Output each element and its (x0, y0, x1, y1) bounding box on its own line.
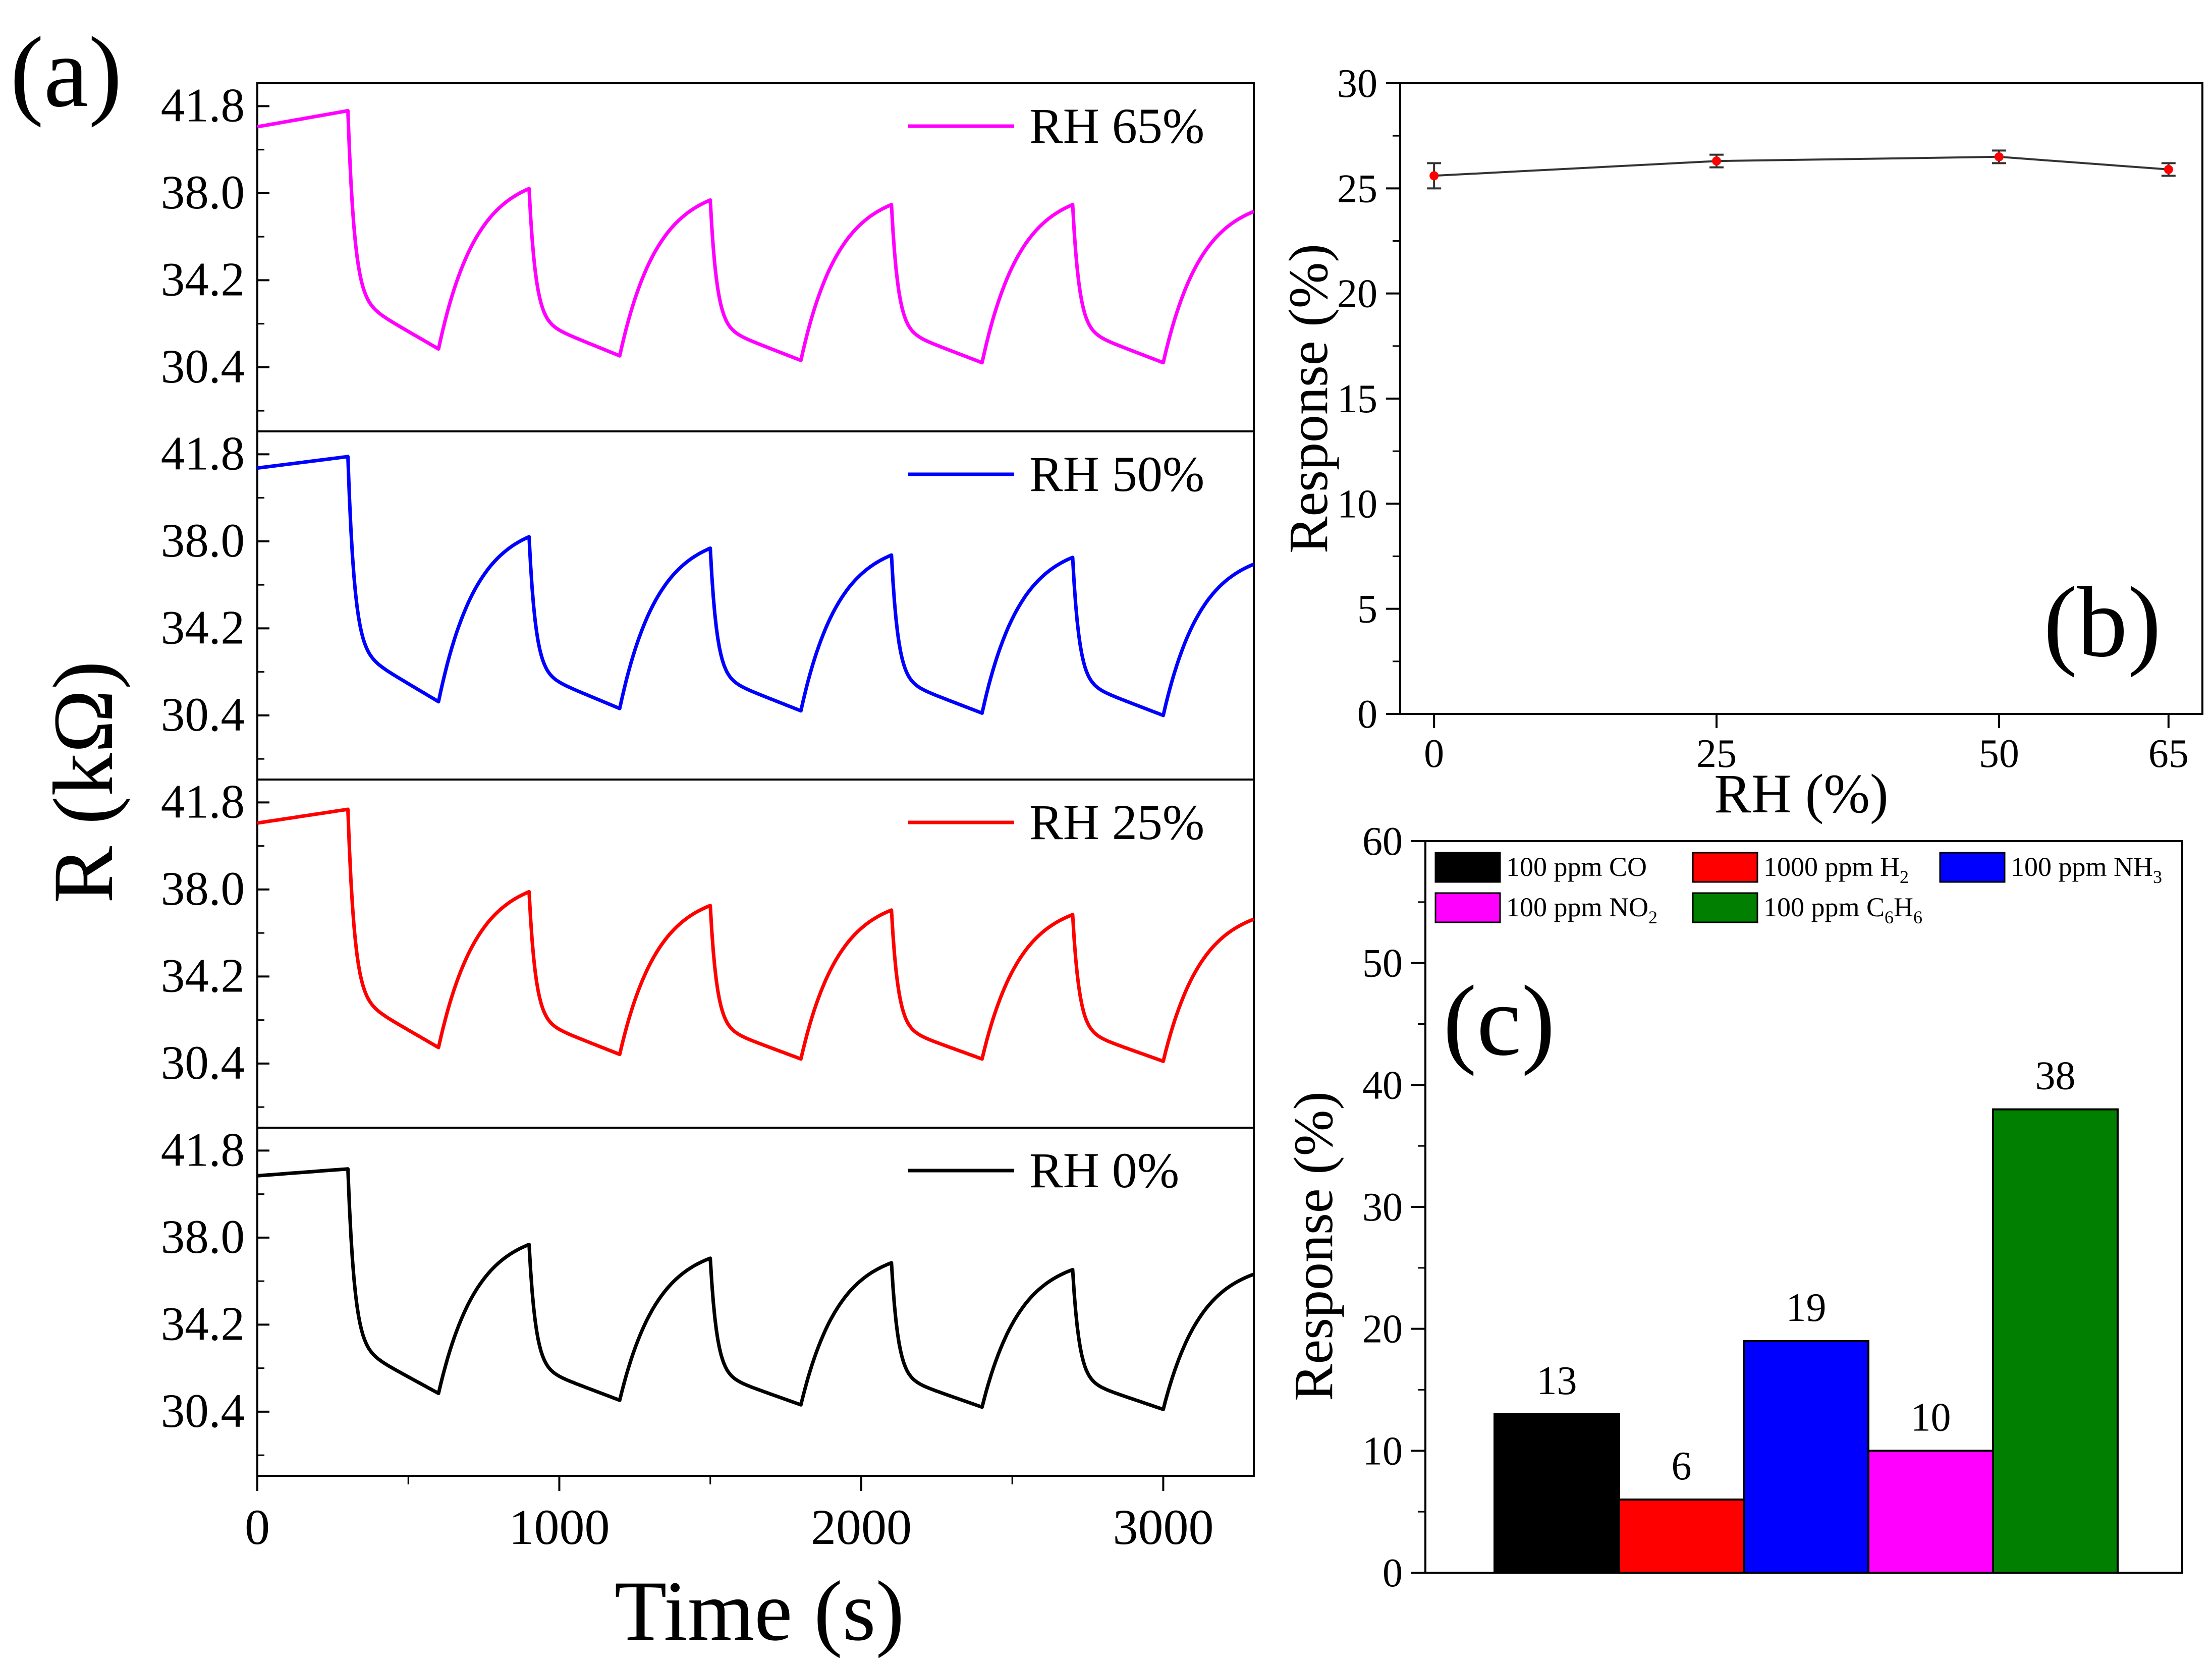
panel-b-y-axis-title: Response (%) (1278, 244, 1339, 553)
panel-c-bar-value-label: 6 (1672, 1444, 1692, 1488)
panel-b-y-tick-label: 25 (1337, 167, 1377, 211)
panel-a-x-axis: 0 1000 2000 3000 (245, 1476, 1213, 1555)
panel-a-line-chart: 41.8 38.0 34.2 30.4 RH 65% 41.8 38.0 34.2 30.4 RH… (36, 78, 1255, 1658)
panel-c-legend-label: 100 ppm C6H6 (1763, 892, 1922, 927)
panel-c-bar-value-label: 19 (1786, 1286, 1827, 1330)
panel-c-y-tick-label: 0 (1382, 1551, 1403, 1595)
panel-c-legend-swatch-100-ppm-co (1434, 852, 1501, 883)
panel-b-y-tick-label: 5 (1357, 587, 1377, 632)
panel-a-series-line-rh-50 (257, 455, 1255, 717)
panel-b-x-tick-label: 25 (1696, 732, 1737, 776)
panel-a-x-tick-label: 3000 (1113, 1499, 1213, 1555)
panel-a-series-line-rh-25 (257, 807, 1255, 1063)
panel-c-letter: (c) (1443, 965, 1555, 1077)
panel-b-letter: (b) (2043, 567, 2161, 678)
panel-a-y-tick-label: 38.0 (161, 514, 245, 567)
panel-c-legend-label: 1000 ppm H2 (1763, 852, 1909, 887)
panel-a-subplot-rh-65: 41.8 38.0 34.2 30.4 RH 65% (161, 78, 1255, 432)
panel-a-letter: (a) (10, 17, 122, 128)
panel-c-legend-swatch-100-ppm-no2 (1434, 892, 1501, 923)
panel-c-bar-chart: 0 10 20 30 40 50 60 13 6 19 10 38 100 ppm CO 1000 p… (1283, 819, 2183, 1595)
panel-c-legend-label: 100 ppm CO (1506, 852, 1647, 882)
panel-a-y-tick-label: 38.0 (161, 862, 245, 915)
panel-a-y-tick-label: 38.0 (161, 165, 245, 219)
panel-c-bar-value-label: 10 (1911, 1395, 1951, 1439)
panel-c-legend-label: 100 ppm NH3 (2011, 852, 2162, 887)
panel-a-y-tick-label: 30.4 (161, 688, 245, 741)
panel-c-bar-100-ppm-c6h6 (1992, 1108, 2119, 1574)
panel-a-legend-label: RH 25% (1029, 794, 1204, 850)
panel-a-x-tick-label: 1000 (509, 1499, 610, 1555)
panel-a-y-tick-label: 30.4 (161, 340, 245, 393)
panel-a-y-tick-label: 38.0 (161, 1210, 245, 1263)
panel-a-subplot-rh-50: 41.8 38.0 34.2 30.4 RH 50% (161, 426, 1255, 781)
panel-b-x-tick-label: 0 (1424, 732, 1444, 776)
panel-b-y-tick-label: 10 (1337, 482, 1377, 526)
panel-c-y-tick-label: 40 (1362, 1063, 1403, 1107)
panel-a-x-axis-title: Time (s) (615, 1564, 905, 1658)
panel-c-bar-value-label: 38 (2035, 1054, 2076, 1098)
panel-b-data-point (1712, 156, 1722, 166)
panel-a-y-tick-label: 41.8 (161, 774, 245, 828)
panel-a-y-tick-label: 41.8 (161, 78, 245, 132)
panel-c-bar-100-ppm-co (1494, 1413, 1620, 1574)
panel-b-series-line (1434, 155, 2169, 177)
panel-c-y-tick-label: 50 (1362, 941, 1403, 986)
panel-a-y-tick-label: 34.2 (161, 1297, 245, 1350)
panel-a-y-axis-title: R (kΩ) (36, 661, 131, 903)
panel-a-legend-label: RH 50% (1029, 446, 1204, 502)
panel-a-subplot-rh-0: 41.8 38.0 34.2 30.4 RH 0% (161, 1123, 1255, 1477)
panel-a-subplot-rh-25: 41.8 38.0 34.2 30.4 RH 25% (161, 774, 1255, 1129)
panel-c-y-tick-label: 10 (1362, 1429, 1403, 1473)
panel-c-legend-label: 100 ppm NO2 (1506, 892, 1657, 927)
panel-b-y-tick-label: 30 (1337, 62, 1377, 106)
panel-c-legend: 100 ppm CO 1000 ppm H2 100 ppm NH3 100 ppm … (1434, 852, 2162, 927)
panel-c-legend-swatch-100-ppm-nh3 (1939, 852, 2006, 883)
panel-b-x-tick-label: 50 (1979, 732, 2019, 776)
panel-a-series-line-rh-65 (257, 109, 1255, 365)
panel-a-x-tick-label: 0 (245, 1499, 270, 1555)
panel-b-line-chart: 0 5 10 15 20 25 30 0 25 50 65 RH (%) Response (%) (1278, 62, 2203, 824)
panel-a-subplot-frame (256, 1127, 1255, 1477)
panel-b-x-tick-label: 65 (2148, 732, 2189, 776)
panel-c-bar-value-label: 13 (1537, 1359, 1577, 1403)
panel-a-y-tick-label: 30.4 (161, 1036, 245, 1089)
panel-b-data-point (1429, 171, 1439, 181)
panel-a-y-tick-label: 41.8 (161, 426, 245, 480)
panel-a-y-tick-label: 34.2 (161, 949, 245, 1002)
panel-b-x-axis-title: RH (%) (1714, 763, 1888, 824)
panel-b-y-tick-label: 0 (1357, 692, 1377, 737)
panel-c-legend-swatch-1000-ppm-h2 (1692, 852, 1758, 883)
panel-a-legend-label: RH 65% (1029, 98, 1204, 154)
panel-a-x-tick-label: 2000 (811, 1499, 912, 1555)
panel-b-y-tick-label: 20 (1337, 272, 1377, 316)
panel-b-data-point (2164, 164, 2173, 174)
panel-c-y-tick-label: 60 (1362, 819, 1403, 864)
panel-c-y-tick-label: 30 (1362, 1185, 1403, 1230)
panel-c-y-axis-title: Response (%) (1283, 1091, 1344, 1401)
panel-c-legend-swatch-100-ppm-c6h6 (1692, 892, 1758, 923)
panel-c-bar-100-ppm-no2 (1867, 1450, 1994, 1574)
panel-a-y-tick-label: 41.8 (161, 1123, 245, 1176)
panel-a-series-line-rh-0 (257, 1167, 1255, 1411)
panel-a-y-tick-label: 30.4 (161, 1384, 245, 1437)
panel-a-y-tick-label: 34.2 (161, 252, 245, 306)
panel-c-y-tick-label: 20 (1362, 1307, 1403, 1352)
panel-c-bar-100-ppm-nh3 (1743, 1340, 1869, 1574)
panel-a-y-tick-label: 34.2 (161, 600, 245, 654)
panel-c-bar-1000-ppm-h2 (1618, 1499, 1745, 1574)
panel-b-data-point (1994, 152, 2004, 161)
panel-a-legend-label: RH 0% (1029, 1142, 1179, 1198)
panel-b-y-tick-label: 15 (1337, 377, 1377, 421)
